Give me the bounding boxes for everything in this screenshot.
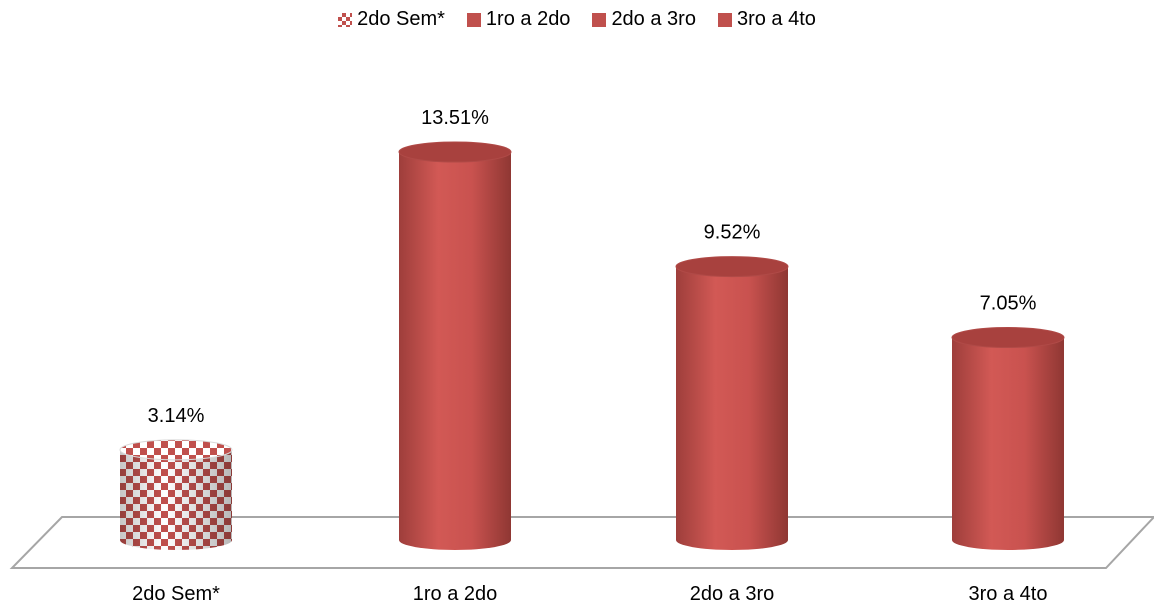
- bar-top: [951, 327, 1065, 349]
- bar-2: [398, 141, 512, 550]
- bar-body: [676, 266, 788, 550]
- data-label: 3.14%: [148, 405, 205, 427]
- bar-1: [119, 439, 233, 550]
- bar-3: [675, 256, 789, 550]
- legend-item-series-1: 2do Sem*: [338, 8, 445, 31]
- data-label: 13.51%: [421, 107, 489, 129]
- labels-group: 3.14% 2do Sem* 13.51% 1ro a 2do 9.52% 2do a 3…: [132, 107, 1047, 605]
- bar-body: [399, 152, 511, 550]
- bar-top: [675, 256, 789, 278]
- legend-label: 2do a 3ro: [611, 8, 696, 30]
- data-label: 7.05%: [980, 293, 1037, 315]
- bar-top: [398, 141, 512, 163]
- chart-legend: 2do Sem* 1ro a 2do 2do a 3ro 3ro a 4to: [0, 8, 1154, 31]
- legend-swatch-solid: [466, 12, 481, 27]
- legend-swatch-solid: [717, 12, 732, 27]
- bar-body: [952, 337, 1064, 550]
- legend-item-series-4: 3ro a 4to: [717, 8, 816, 31]
- legend-item-series-2: 1ro a 2do: [466, 8, 571, 31]
- category-label: 1ro a 2do: [413, 583, 498, 605]
- legend-label: 1ro a 2do: [485, 8, 571, 30]
- legend-label: 2do Sem*: [357, 8, 445, 30]
- bar-top: [119, 439, 233, 461]
- legend-item-series-3: 2do a 3ro: [592, 8, 696, 31]
- bars-group: [119, 141, 1065, 550]
- floor-plane: [9, 516, 1154, 569]
- legend-swatch-checker: [338, 12, 353, 27]
- legend-swatch-solid: [592, 12, 607, 27]
- category-label: 3ro a 4to: [969, 583, 1048, 605]
- bar-shading: [120, 449, 232, 550]
- category-label: 2do Sem*: [132, 583, 220, 605]
- data-label: 9.52%: [704, 222, 761, 244]
- bar-4: [951, 327, 1065, 550]
- category-label: 2do a 3ro: [690, 583, 775, 605]
- legend-label: 3ro a 4to: [736, 8, 816, 30]
